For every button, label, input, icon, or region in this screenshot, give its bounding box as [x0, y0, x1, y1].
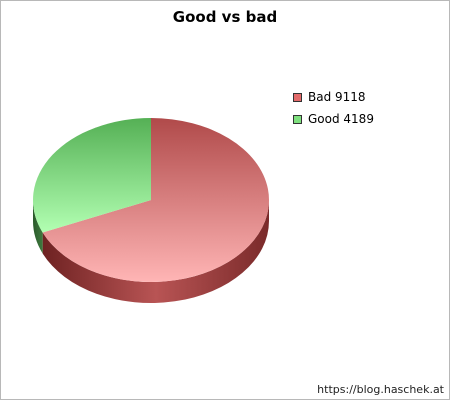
pie-slice-bad: [42, 118, 269, 282]
legend-item-bad: Bad 9118: [293, 86, 374, 108]
footer-link[interactable]: https://blog.haschek.at: [317, 383, 444, 396]
legend-swatch-bad: [293, 92, 302, 102]
pie-side-good: [33, 200, 43, 254]
pie-slice-good: [32, 118, 151, 233]
pie-side-bad: [42, 200, 269, 303]
chart-legend: Bad 9118 Good 4189: [293, 86, 374, 130]
legend-label-good: Good 4189: [308, 112, 374, 126]
chart-title: Good vs bad: [172, 8, 278, 26]
legend-label-bad: Bad 9118: [308, 90, 366, 104]
legend-item-good: Good 4189: [293, 108, 374, 130]
legend-swatch-good: [293, 114, 302, 124]
